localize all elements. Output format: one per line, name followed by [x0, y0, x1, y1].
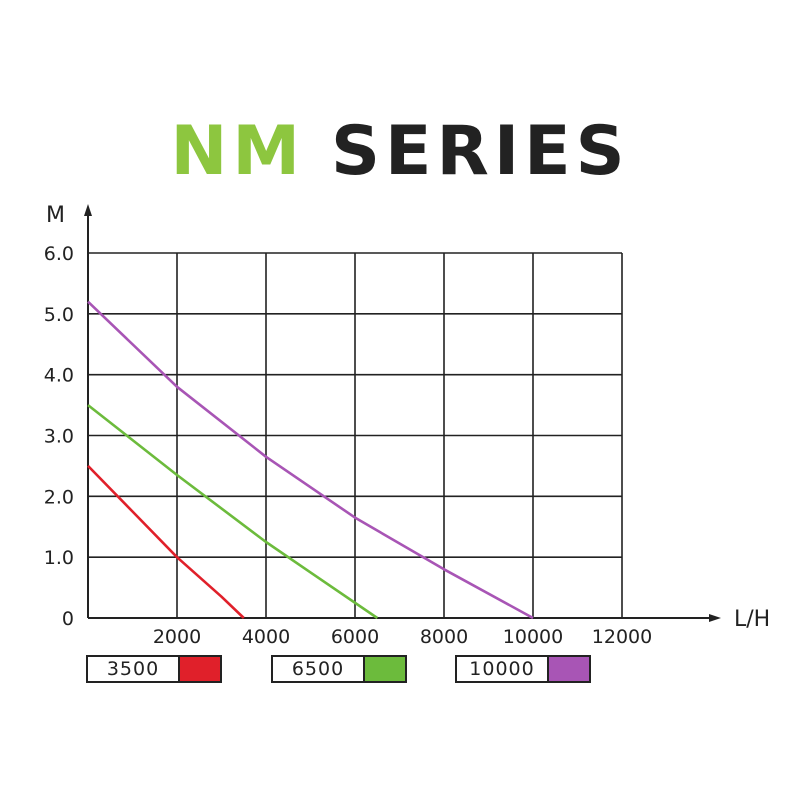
y-tick-label: 0 — [62, 608, 74, 630]
x-axis-arrow — [709, 614, 721, 622]
y-tick-label: 5.0 — [44, 304, 74, 326]
axes — [84, 204, 721, 622]
legend-label: 6500 — [273, 657, 365, 681]
tick-labels: 2000 4000 6000 8000 10000 12000 0 1.0 2.0 3.0 4.0 5… — [44, 243, 652, 648]
title-series-prefix: NM — [170, 112, 306, 191]
legend-item-10000: 10000 — [455, 655, 591, 683]
y-tick-label: 6.0 — [44, 243, 74, 265]
legend-swatch — [180, 657, 220, 681]
x-tick-label: 2000 — [153, 626, 201, 648]
series-line-3500 — [87, 464, 245, 619]
x-tick-label: 6000 — [331, 626, 379, 648]
x-tick-label: 10000 — [503, 626, 563, 648]
x-axis-label: L/H — [734, 607, 770, 632]
y-axis-label: M — [46, 203, 65, 228]
title-series-word: SERIES — [331, 112, 630, 191]
x-tick-label: 8000 — [420, 626, 468, 648]
x-tick-label: 4000 — [242, 626, 290, 648]
legend-label: 3500 — [88, 657, 180, 681]
legend-swatch — [549, 657, 589, 681]
series-line-10000 — [87, 300, 534, 620]
legend-item-6500: 6500 — [271, 655, 407, 683]
y-tick-label: 1.0 — [44, 547, 74, 569]
y-tick-label: 3.0 — [44, 426, 74, 448]
y-axis-arrow — [84, 204, 92, 216]
legend-swatch — [365, 657, 405, 681]
y-tick-label: 4.0 — [44, 365, 74, 387]
legend-item-3500: 3500 — [86, 655, 222, 683]
chart-title: NM SERIES — [0, 112, 800, 191]
legend-label: 10000 — [457, 657, 549, 681]
y-tick-label: 2.0 — [44, 486, 74, 508]
series-line-6500 — [87, 404, 379, 620]
grid — [88, 252, 623, 618]
x-tick-label: 12000 — [592, 626, 652, 648]
series-lines — [87, 300, 534, 620]
